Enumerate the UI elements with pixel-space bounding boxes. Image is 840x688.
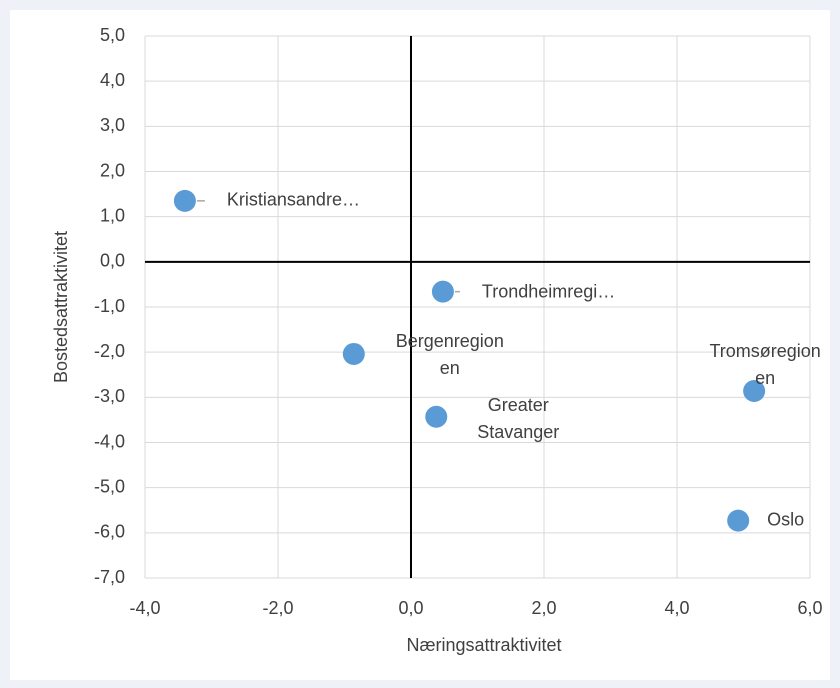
data-label: Trondheimregi… — [482, 281, 615, 301]
data-point — [743, 380, 766, 403]
data-point — [727, 509, 750, 532]
data-point — [173, 189, 196, 212]
chart-background — [10, 10, 830, 680]
y-tick-label: 3,0 — [100, 115, 125, 135]
x-tick-label: -4,0 — [129, 598, 160, 618]
data-point — [425, 405, 448, 428]
y-tick-label: -7,0 — [94, 567, 125, 587]
y-tick-label: 4,0 — [100, 70, 125, 90]
x-tick-label: 4,0 — [664, 598, 689, 618]
y-tick-label: -1,0 — [94, 296, 125, 316]
y-tick-label: 5,0 — [100, 25, 125, 45]
data-label: Oslo — [767, 509, 804, 529]
y-tick-label: -6,0 — [94, 522, 125, 542]
x-tick-label: 2,0 — [531, 598, 556, 618]
y-tick-label: -4,0 — [94, 431, 125, 451]
data-label: Kristiansandre… — [227, 190, 360, 210]
x-tick-label: 6,0 — [797, 598, 822, 618]
x-axis-title: Næringsattraktivitet — [406, 635, 561, 655]
data-label: Bergenregion en — [396, 331, 504, 378]
y-tick-label: 1,0 — [100, 205, 125, 225]
y-tick-label: -2,0 — [94, 341, 125, 361]
data-label: Greater Stavanger — [477, 395, 559, 442]
y-tick-label: 0,0 — [100, 251, 125, 271]
x-tick-label: 0,0 — [398, 598, 423, 618]
y-axis-title: Bostedsattraktivitet — [51, 231, 71, 383]
y-tick-label: -5,0 — [94, 476, 125, 496]
data-point — [431, 280, 454, 303]
data-point — [342, 342, 365, 365]
y-tick-label: -3,0 — [94, 386, 125, 406]
y-tick-label: 2,0 — [100, 160, 125, 180]
x-tick-label: -2,0 — [262, 598, 293, 618]
data-label: Tromsøregion en — [709, 341, 820, 388]
